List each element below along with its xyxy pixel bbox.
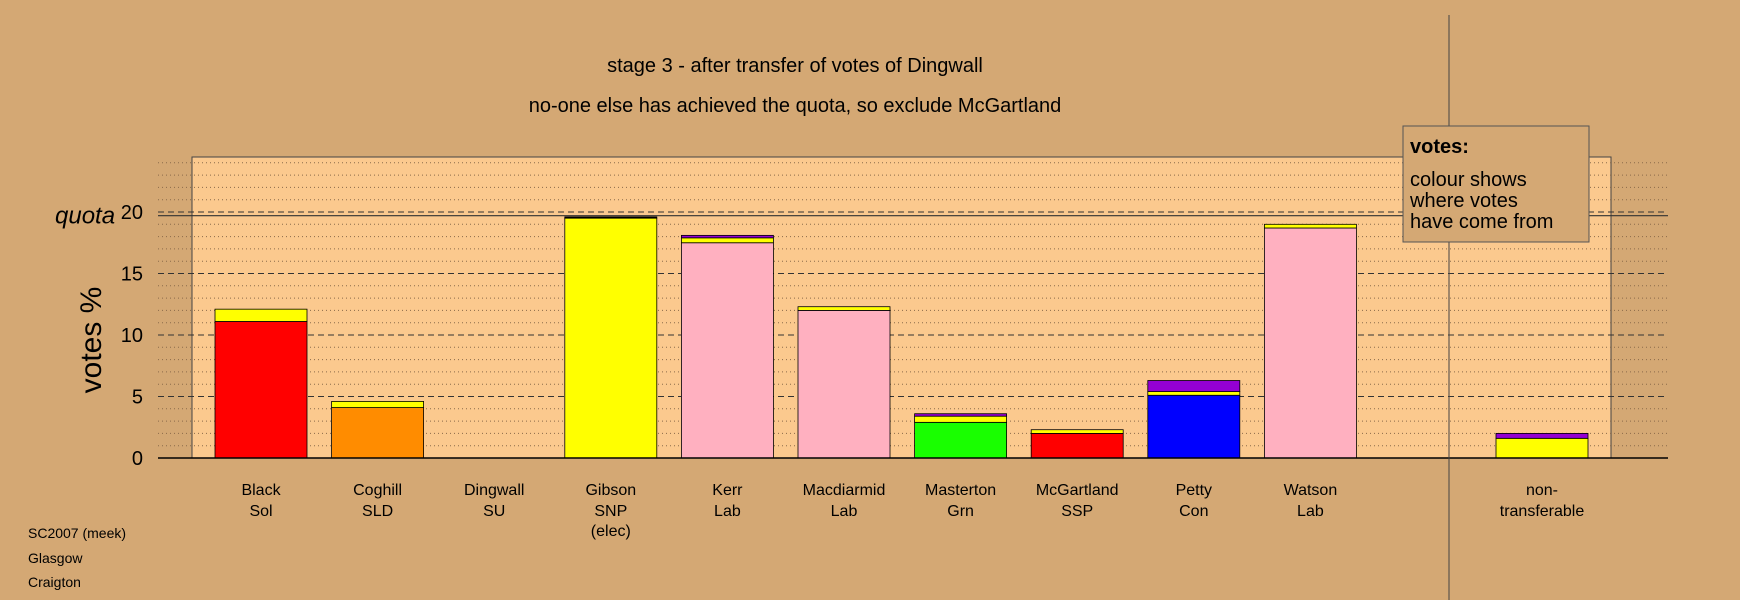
bar-watson-segment	[1264, 223, 1357, 229]
legend: votes: colour shows where votes have com…	[1402, 125, 1590, 243]
legend-box	[1402, 125, 1590, 243]
bars	[214, 216, 1589, 459]
candidate-name-label: Macdiarmid	[803, 482, 886, 499]
bar-gibson-segment	[564, 216, 658, 219]
plot-area	[191, 156, 1612, 459]
candidate-party-label: Grn	[947, 503, 974, 520]
axes: 0 5 10 15 20 quota Black Sol Coghill SLD Dingwall S…	[55, 15, 1668, 600]
candidate-party-label: SU	[483, 503, 505, 520]
candidate-party-label: Lab	[831, 503, 858, 520]
candidate-name-label: Masterton	[925, 482, 996, 499]
chart-title: stage 3 - after transfer of votes of Din…	[607, 55, 983, 77]
y-axis-label: votes %	[75, 287, 108, 394]
candidate-name-label: Kerr	[712, 482, 743, 499]
bar-kerr-segment	[681, 234, 774, 239]
bar-coghill-segment	[331, 407, 425, 459]
candidate-name-label: Gibson	[585, 482, 636, 499]
candidate-name-label: Dingwall	[464, 482, 524, 499]
bar-kerr-segment	[681, 242, 774, 459]
bar-petty-segment	[1147, 391, 1241, 396]
y-tick-label: 20	[121, 202, 143, 224]
footer-line-3: Craigton	[28, 574, 81, 590]
candidate-party-label: Con	[1179, 503, 1208, 520]
non-transferable-label: non-	[1526, 482, 1558, 499]
bar-coghill-segment	[331, 401, 425, 408]
candidate-party-label: SSP	[1061, 503, 1093, 520]
bar-masterton-segment	[914, 421, 1007, 459]
candidate-name-label: Coghill	[353, 482, 402, 499]
bar-macdiarmid-segment	[797, 309, 891, 459]
candidate-name-label: Black	[241, 482, 281, 499]
bar-gibson-segment	[564, 217, 658, 459]
candidate-party-label: Sol	[249, 503, 272, 520]
quota-label: quota	[55, 203, 115, 230]
bar-kerr-segment	[681, 237, 774, 244]
non-transferable-label: transferable	[1500, 503, 1585, 520]
candidate-name-label: Watson	[1284, 482, 1338, 499]
bar-mcgartland-segment	[1030, 432, 1124, 459]
bar-watson-segment	[1264, 227, 1357, 459]
bar-masterton-segment	[914, 413, 1007, 417]
bar-macdiarmid-segment	[797, 306, 891, 311]
bar-black-segment	[214, 321, 308, 459]
legend-line-1: colour shows	[1410, 169, 1527, 191]
legend-line-3: have come from	[1410, 211, 1553, 233]
candidate-party-label: SLD	[362, 503, 393, 520]
plot-background	[191, 156, 1612, 459]
candidate-note-label: (elec)	[591, 523, 631, 540]
y-tick-label: 15	[121, 264, 143, 286]
bar-masterton-segment	[914, 415, 1007, 423]
y-tick-label: 10	[121, 325, 143, 347]
bar-non-transferable-segment	[1495, 437, 1589, 459]
bar-black-segment	[214, 308, 308, 322]
y-tick-label: 0	[132, 448, 143, 470]
footer-line-1: SC2007 (meek)	[28, 525, 126, 541]
legend-title: votes:	[1410, 136, 1469, 158]
candidate-party-label: Lab	[1297, 503, 1324, 520]
candidate-party-label: Lab	[714, 503, 741, 520]
legend-line-2: where votes	[1409, 190, 1518, 212]
candidate-party-label: SNP	[594, 503, 627, 520]
bar-petty-segment	[1147, 394, 1241, 459]
candidate-name-label: McGartland	[1036, 482, 1119, 499]
chart-subtitle: no-one else has achieved the quota, so e…	[529, 95, 1062, 117]
bar-petty-segment	[1147, 380, 1241, 392]
bar-non-transferable-segment	[1495, 432, 1589, 439]
y-tick-label: 5	[132, 387, 143, 409]
footer-line-2: Glasgow	[28, 550, 83, 566]
candidate-name-label: Petty	[1176, 482, 1212, 499]
bar-mcgartland-segment	[1030, 429, 1124, 434]
footer-note: SC2007 (meek) Glasgow Craigton	[28, 525, 126, 590]
